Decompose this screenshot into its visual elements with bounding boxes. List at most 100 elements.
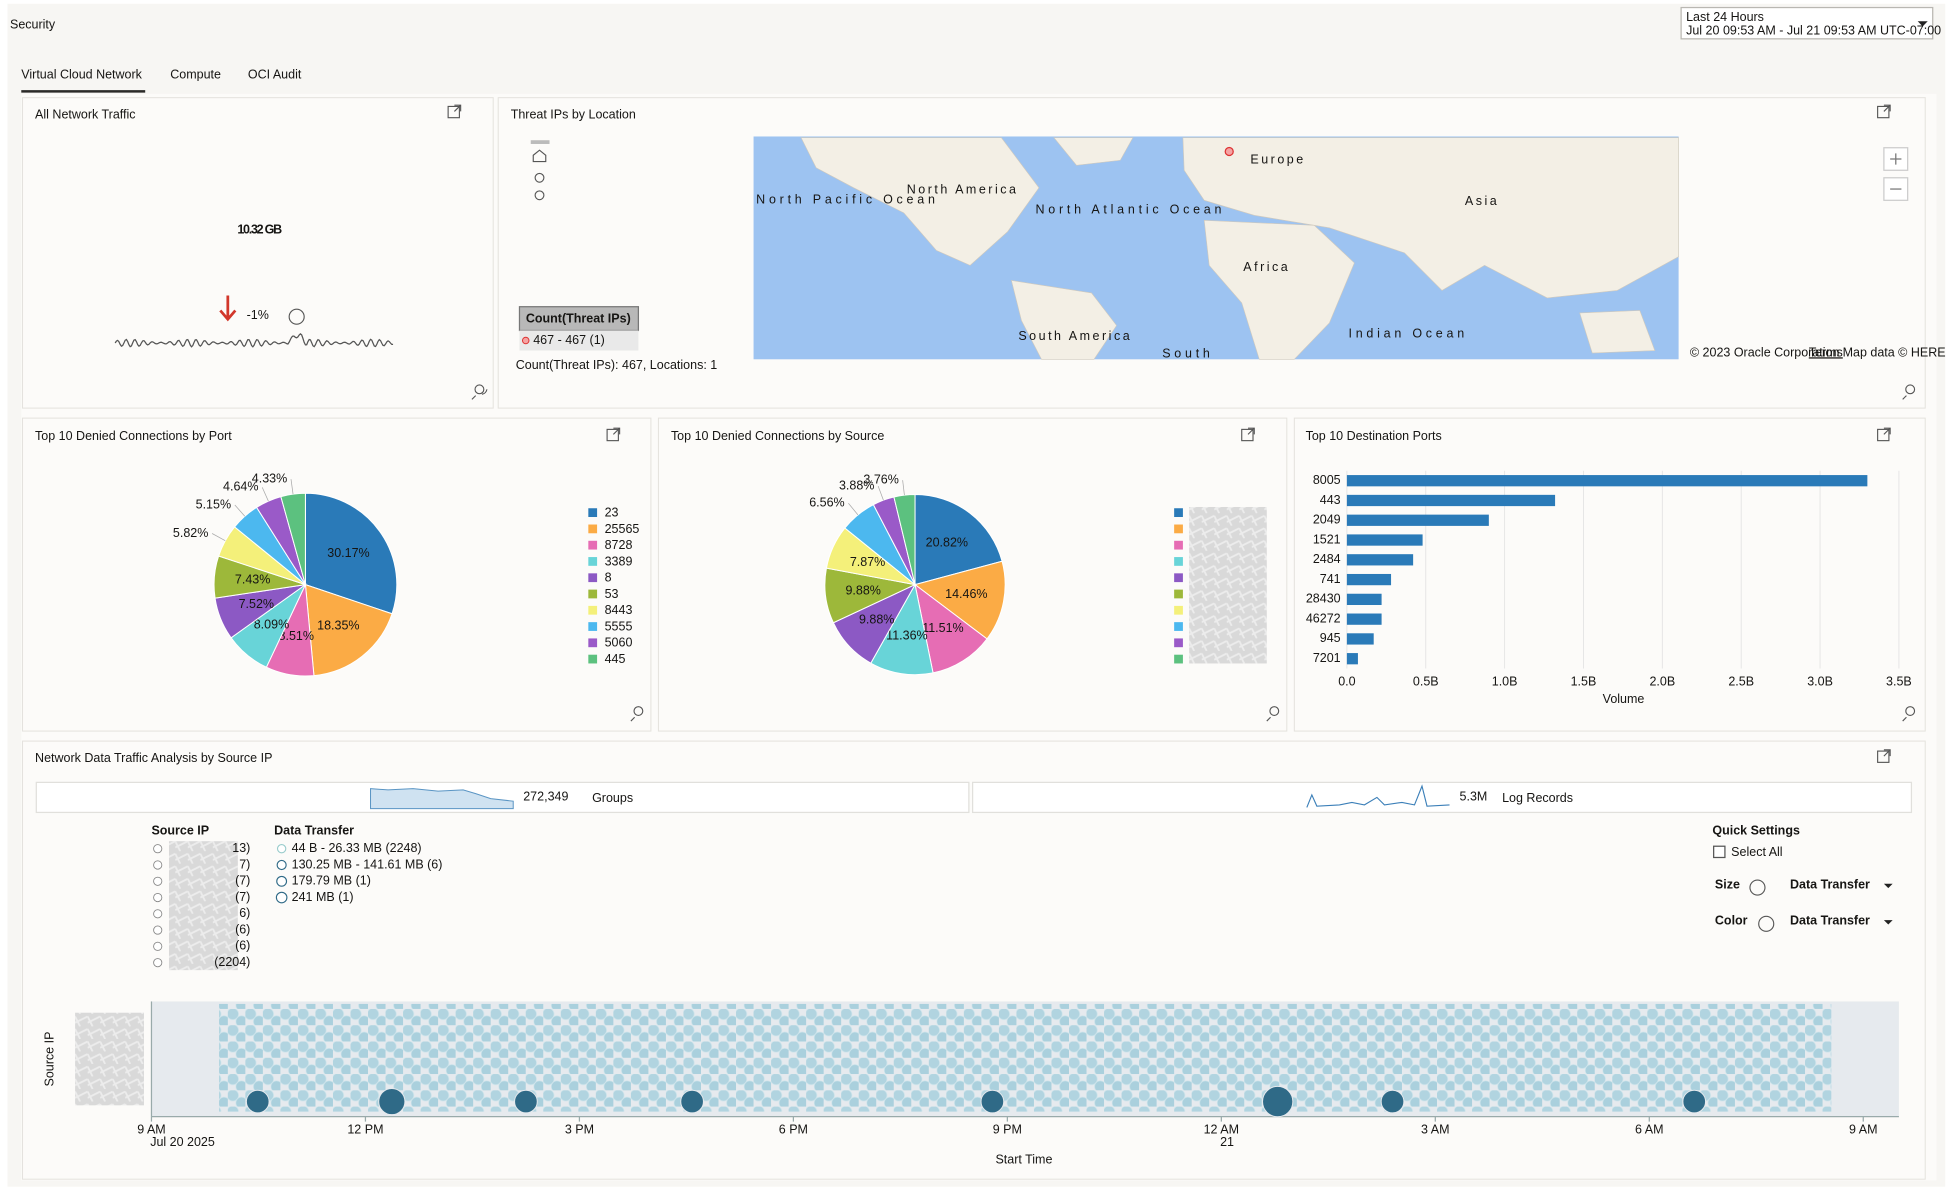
info-icon[interactable] xyxy=(1749,879,1766,896)
filter-count: (2204) xyxy=(214,955,250,969)
bubble[interactable] xyxy=(514,1089,538,1114)
legend-label[interactable]: 3389 xyxy=(605,554,633,568)
radio[interactable] xyxy=(275,891,288,904)
legend-label[interactable]: 8728 xyxy=(605,538,633,552)
slice-label: 4.64% xyxy=(223,480,258,494)
slice-label: 3.76% xyxy=(863,472,898,486)
redacted xyxy=(75,1012,144,1106)
slice-label: 8.09% xyxy=(254,618,289,632)
legend-title: Count(Threat IPs) xyxy=(526,312,631,326)
tab[interactable]: Virtual Cloud Network xyxy=(21,67,142,81)
summary-box xyxy=(971,781,1913,814)
x-tick-label: 6 PM xyxy=(779,1123,808,1137)
bar[interactable] xyxy=(1346,613,1382,625)
checkbox[interactable] xyxy=(1713,845,1726,859)
legend-label[interactable]: 5060 xyxy=(605,636,633,650)
legend-row xyxy=(519,330,639,351)
bubble[interactable] xyxy=(1262,1085,1294,1118)
radio[interactable] xyxy=(153,844,163,854)
tab[interactable]: Compute xyxy=(170,67,221,81)
dropdown-arrow[interactable] xyxy=(1883,883,1893,925)
radio[interactable] xyxy=(153,892,163,903)
pie-slice[interactable] xyxy=(304,583,393,677)
legend-swatch xyxy=(588,508,598,518)
down-arrow xyxy=(219,295,237,322)
legend-label[interactable]: 445 xyxy=(605,652,626,666)
pie-slice[interactable] xyxy=(914,493,1003,586)
legend-swatch xyxy=(588,557,598,566)
map-land xyxy=(800,137,1679,360)
panel-title: Network Data Traffic Analysis by Source … xyxy=(35,751,272,765)
legend-swatch xyxy=(588,573,598,583)
radio[interactable] xyxy=(276,844,287,854)
threat-location[interactable] xyxy=(1224,146,1234,157)
radio[interactable] xyxy=(153,941,163,951)
metric-change: -1% xyxy=(247,308,269,322)
bubble[interactable] xyxy=(378,1087,406,1116)
panel xyxy=(22,97,494,409)
legend-swatch xyxy=(1174,573,1183,583)
legend-label[interactable]: 23 xyxy=(605,506,619,520)
time-picker[interactable] xyxy=(1680,6,1934,40)
legend-label[interactable]: 5555 xyxy=(605,619,633,633)
legend-label[interactable]: 25565 xyxy=(605,522,640,536)
bubble[interactable] xyxy=(680,1089,704,1114)
radio[interactable] xyxy=(153,925,163,935)
filter-count: (6) xyxy=(235,922,250,936)
bar[interactable] xyxy=(1346,475,1868,487)
bar[interactable] xyxy=(1346,534,1423,546)
checkbox-label[interactable]: Select All xyxy=(1731,845,1782,859)
summary-label: Groups xyxy=(592,791,633,805)
time-detail: Jul 20 09:53 AM - Jul 21 09:53 AM UTC-07… xyxy=(1686,24,1941,38)
map-label: North Pacific Ocean xyxy=(756,193,939,207)
legend-swatch xyxy=(588,654,598,664)
legend-label[interactable]: 8 xyxy=(605,571,612,585)
bar[interactable] xyxy=(1346,514,1489,526)
x-tick-label: 12 AM xyxy=(1204,1123,1239,1137)
radio[interactable] xyxy=(153,876,163,886)
setting-value[interactable]: Data Transfer xyxy=(1790,877,1870,891)
x-tick-label: 3 PM xyxy=(565,1123,594,1137)
pie-slice[interactable] xyxy=(893,493,916,585)
bubble[interactable] xyxy=(1682,1089,1707,1114)
info-icon[interactable] xyxy=(1758,915,1775,932)
bar[interactable] xyxy=(1346,554,1414,566)
pie-slice[interactable] xyxy=(304,492,398,615)
radio[interactable] xyxy=(153,860,163,870)
bubble[interactable] xyxy=(1380,1089,1405,1114)
info-icon[interactable] xyxy=(288,308,305,325)
terms-link[interactable]: Terms xyxy=(1809,345,1843,359)
x-tick-label: 3.0B xyxy=(1807,675,1833,689)
map-label: Africa xyxy=(1243,260,1290,274)
filter-count: (7) xyxy=(235,874,250,888)
legend-label[interactable]: 53 xyxy=(605,587,619,601)
zoom-controls[interactable] xyxy=(1883,147,1909,201)
setting-value[interactable]: Data Transfer xyxy=(1790,914,1870,928)
pie-slice[interactable] xyxy=(913,560,1006,640)
dropdown-arrow xyxy=(1917,21,1928,27)
map-label: North Atlantic Ocean xyxy=(1035,203,1225,217)
radio[interactable] xyxy=(276,875,288,887)
bar[interactable] xyxy=(1346,494,1556,507)
radio[interactable] xyxy=(153,909,163,919)
bubble[interactable] xyxy=(980,1089,1005,1114)
tab[interactable]: OCI Audit xyxy=(248,67,302,81)
x-tick-label: 0.5B xyxy=(1413,675,1439,689)
radio[interactable] xyxy=(276,859,287,871)
bar[interactable] xyxy=(1346,573,1392,586)
legend-label[interactable]: 8443 xyxy=(605,603,633,617)
bubble-cloud xyxy=(219,1003,1832,1112)
y-tick-label: 7201 xyxy=(1313,651,1341,665)
pie-slice[interactable] xyxy=(870,583,934,676)
pie-slice[interactable] xyxy=(914,583,988,674)
map-toolbar[interactable] xyxy=(530,140,550,201)
bar[interactable] xyxy=(1346,633,1374,645)
bubble[interactable] xyxy=(245,1089,270,1114)
slice-label: 9.88% xyxy=(845,583,880,597)
bar[interactable] xyxy=(1346,653,1358,665)
map-attribution: Map data © HERE xyxy=(1843,345,1946,359)
radio[interactable] xyxy=(153,958,163,968)
axis-title: Source IP xyxy=(42,1032,56,1087)
bar[interactable] xyxy=(1346,593,1382,606)
slice-label: 18.35% xyxy=(317,618,359,632)
